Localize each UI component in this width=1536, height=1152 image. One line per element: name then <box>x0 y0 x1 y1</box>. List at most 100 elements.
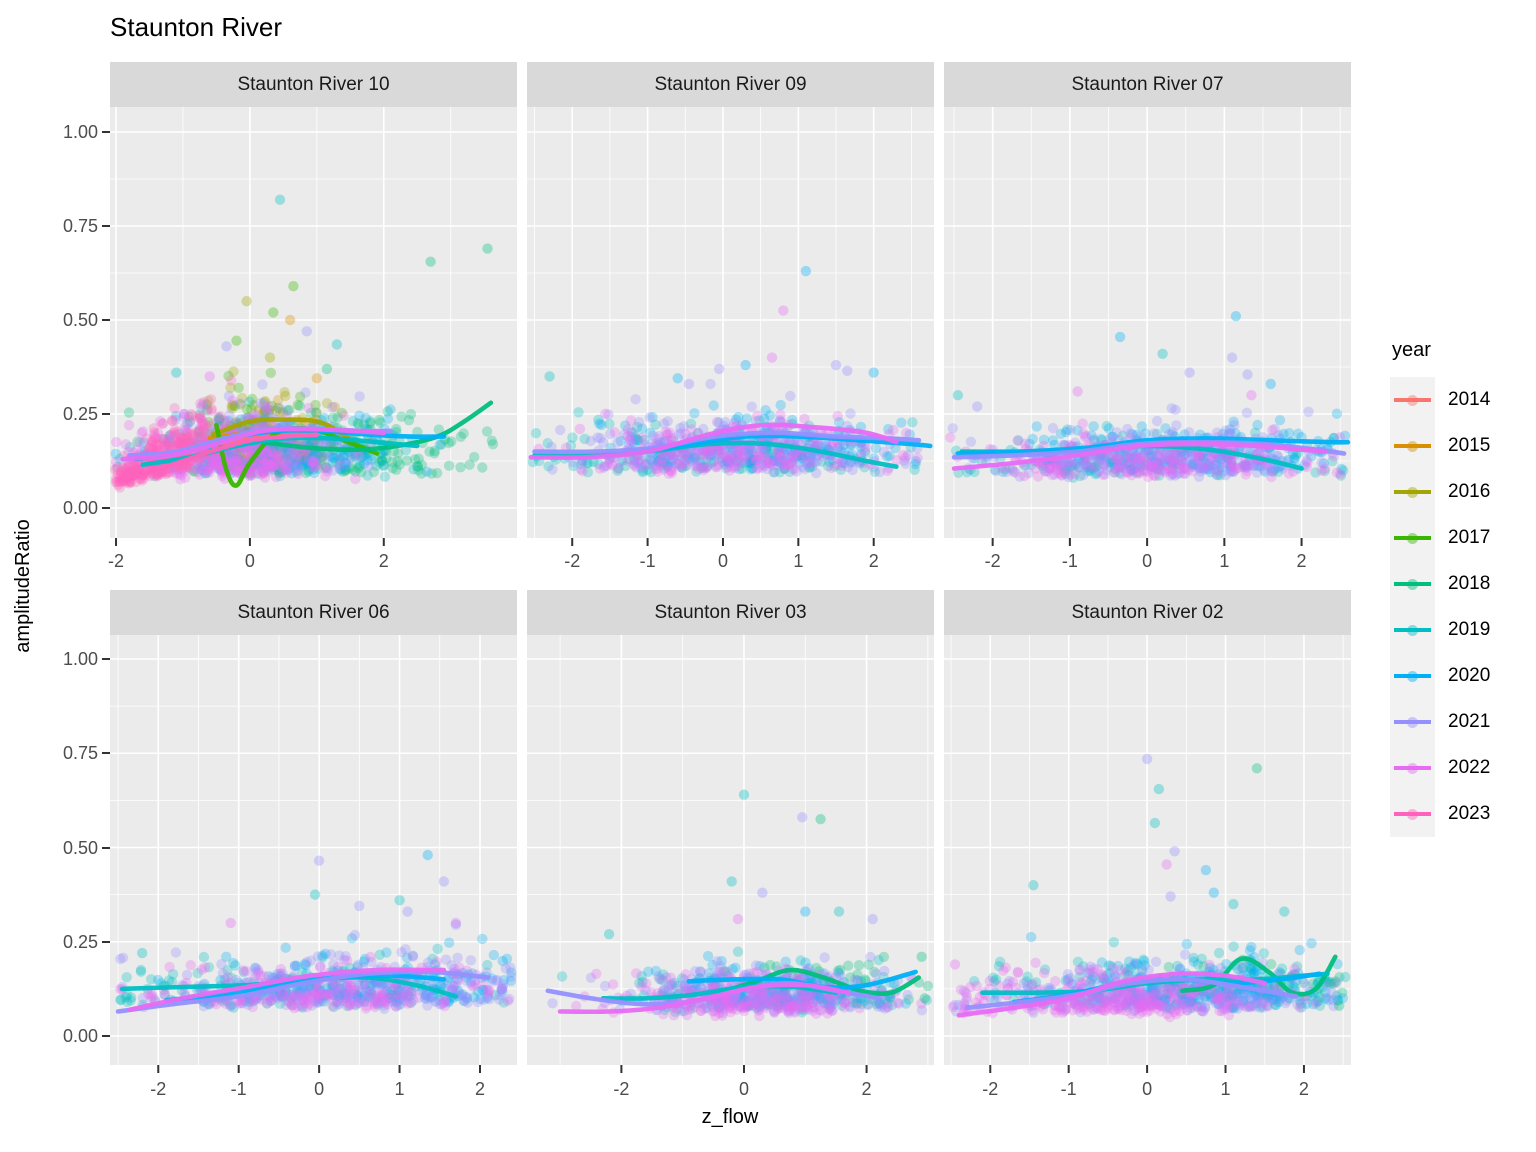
y-tick-label: 0.00 <box>62 498 98 518</box>
legend-entry-2018: 2018 <box>1390 561 1490 607</box>
facet-panel-4 <box>110 635 517 1073</box>
facet-strip-label: Staunton River 02 <box>1071 601 1224 623</box>
legend-label: 2019 <box>1448 619 1491 640</box>
legend-entry-2016: 2016 <box>1390 469 1490 515</box>
x-tick-label: 0 <box>1142 1079 1153 1099</box>
y-tick-label: 0.50 <box>62 837 98 858</box>
legend-point-swatch <box>1407 624 1418 636</box>
x-tick-label: 1 <box>1220 1079 1231 1099</box>
legend-key-2022 <box>1390 745 1435 791</box>
facet-panel-2 <box>527 107 934 546</box>
legend-title: year <box>1392 339 1431 361</box>
legend-point-swatch <box>1407 532 1418 544</box>
y-tick-label: 0.75 <box>62 743 98 764</box>
x-tick-label: 0 <box>314 1079 325 1099</box>
x-tick-label: 0 <box>1142 551 1153 571</box>
legend-label: 2021 <box>1448 711 1491 732</box>
y-tick-label: 0.75 <box>62 216 98 236</box>
y-tick-label: 0.00 <box>62 1026 98 1046</box>
facet-strip-label: Staunton River 07 <box>1071 73 1224 95</box>
legend-point-swatch <box>1407 394 1418 406</box>
legend-line-swatch <box>1394 490 1431 494</box>
legend-key-2021 <box>1390 699 1435 745</box>
x-tick-label: -2 <box>108 551 125 571</box>
legend-line-swatch <box>1394 444 1431 448</box>
legend-point-swatch <box>1407 762 1418 774</box>
facet-strip-5: Staunton River 03 <box>527 590 934 635</box>
y-tick-mark <box>102 131 110 133</box>
x-tick-label: 1 <box>793 551 804 571</box>
x-tick-label: 2 <box>1296 551 1307 571</box>
x-tick-label: 1 <box>394 1079 405 1099</box>
legend-point-swatch <box>1407 670 1418 682</box>
x-tick-label: 2 <box>868 551 879 571</box>
x-tick-label: 2 <box>861 1079 872 1099</box>
legend-line-swatch <box>1394 398 1431 402</box>
legend-label: 2023 <box>1448 803 1491 824</box>
x-tick-label: 1 <box>1219 551 1230 571</box>
x-tick-label: 2 <box>1298 1079 1309 1099</box>
x-tick-label: -2 <box>982 1079 999 1099</box>
legend-key-2020 <box>1390 653 1435 699</box>
legend-entry-2021: 2021 <box>1390 699 1490 745</box>
x-tick-label: -2 <box>613 1079 630 1099</box>
legend-line-swatch <box>1394 766 1431 770</box>
x-tick-label: -1 <box>1061 551 1078 571</box>
y-tick-mark <box>102 658 110 660</box>
legend-label: 2018 <box>1448 573 1491 594</box>
legend-key-2017 <box>1390 515 1435 561</box>
legend-line-swatch <box>1394 720 1431 724</box>
legend-entry-2019: 2019 <box>1390 607 1490 653</box>
facet-strip-2: Staunton River 09 <box>527 62 934 107</box>
facet-strip-label: Staunton River 03 <box>654 601 807 623</box>
y-tick-mark <box>102 1035 110 1037</box>
y-tick-mark <box>102 319 110 321</box>
x-tick-label: -1 <box>639 551 656 571</box>
legend-entry-2020: 2020 <box>1390 653 1490 699</box>
x-tick-label: 2 <box>474 1079 486 1099</box>
legend-line-swatch <box>1394 628 1431 632</box>
legend-point-swatch <box>1407 486 1418 498</box>
facet-strip-label: Staunton River 09 <box>654 73 807 95</box>
legend-label: 2014 <box>1448 389 1491 410</box>
y-axis-title: amplitudeRatio <box>12 519 34 653</box>
legend: year 2014 2015 2016 2017 2018 2019 2020 2021 202… <box>1390 339 1490 837</box>
legend-key-2018 <box>1390 561 1435 607</box>
legend-line-swatch <box>1394 812 1431 816</box>
y-tick-label: 0.25 <box>62 931 98 952</box>
facet-panel-5 <box>527 635 934 1073</box>
facet-panel-3 <box>944 107 1351 546</box>
facet-strip-4: Staunton River 06 <box>110 590 517 635</box>
legend-point-swatch <box>1407 440 1418 452</box>
y-tick-mark <box>102 846 110 849</box>
legend-label: 2015 <box>1448 435 1491 456</box>
x-tick-label: -1 <box>1060 1079 1077 1099</box>
y-tick-label: 0.50 <box>62 310 98 330</box>
x-tick-label: -2 <box>984 551 1001 571</box>
x-tick-label: -1 <box>230 1079 247 1099</box>
legend-entry-2017: 2017 <box>1390 515 1490 561</box>
x-tick-label: 0 <box>738 1079 749 1099</box>
y-tick-mark <box>102 413 110 415</box>
x-tick-label: 2 <box>378 551 389 571</box>
legend-entry-2014: 2014 <box>1390 377 1490 423</box>
legend-point-swatch <box>1407 808 1418 820</box>
facet-strip-label: Staunton River 06 <box>237 601 390 623</box>
legend-point-swatch <box>1407 578 1418 590</box>
legend-key-2023 <box>1390 791 1435 837</box>
y-tick-mark <box>102 752 110 755</box>
legend-line-swatch <box>1394 582 1431 586</box>
facet-strip-6: Staunton River 02 <box>944 590 1351 635</box>
facet-strip-label: Staunton River 10 <box>237 73 390 95</box>
facet-panel-1 <box>110 107 517 546</box>
legend-key-2019 <box>1390 607 1435 653</box>
x-axis-title: z_flow <box>701 1106 759 1128</box>
legend-label: 2022 <box>1448 757 1491 778</box>
y-tick-label: 1.00 <box>62 122 98 142</box>
y-tick-mark <box>102 225 110 227</box>
legend-keys: 2014 2015 2016 2017 2018 2019 2020 2021 2022 2023 <box>1390 377 1490 837</box>
y-tick-label: 0.25 <box>62 404 98 424</box>
legend-line-swatch <box>1394 536 1431 540</box>
x-tick-label: 0 <box>244 551 255 571</box>
